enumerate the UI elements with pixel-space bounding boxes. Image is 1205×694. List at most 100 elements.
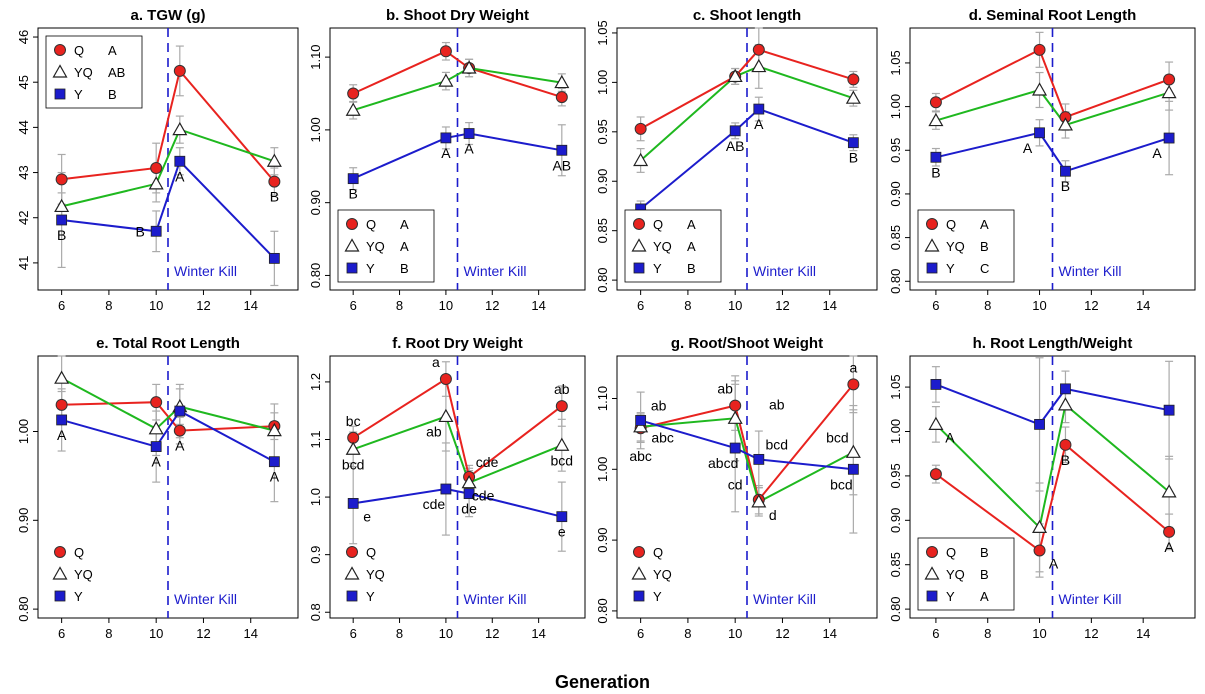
data-point-yq — [727, 68, 743, 83]
significance-letter: A — [1164, 539, 1174, 555]
winter-kill-label: Winter Kill — [464, 263, 527, 279]
y-tick-label: 0.95 — [595, 119, 610, 144]
legend-label: Y — [74, 87, 83, 102]
legend-marker-yq — [344, 238, 360, 252]
x-tick-label: 10 — [1032, 626, 1046, 641]
x-tick-label: 14 — [531, 298, 545, 313]
winter-kill-label: Winter Kill — [174, 263, 237, 279]
data-point-y — [930, 151, 942, 163]
winter-kill-label: Winter Kill — [174, 591, 237, 607]
data-point-y — [174, 405, 186, 417]
series-line-q — [640, 48, 854, 130]
data-point-yq — [554, 74, 570, 89]
y-tick-label: 1.05 — [595, 20, 610, 45]
significance-letter: A — [945, 429, 955, 445]
data-point-q — [173, 64, 186, 77]
x-tick-label: 14 — [531, 626, 545, 641]
x-tick-label: 14 — [1136, 626, 1150, 641]
data-point-y — [847, 463, 859, 475]
data-point-yq — [148, 176, 164, 190]
significance-letter: A — [1152, 145, 1162, 161]
significance-letter: d — [769, 507, 777, 523]
y-tick-label: 46 — [16, 30, 31, 44]
x-tick-label: 12 — [196, 626, 210, 641]
x-tick-label: 6 — [932, 298, 939, 313]
x-tick-label: 14 — [822, 298, 836, 313]
data-point-yq — [845, 444, 861, 458]
data-point-y — [1163, 132, 1175, 144]
significance-letter: A — [1049, 556, 1059, 572]
data-point-y — [930, 379, 942, 390]
legend-group-letter: A — [400, 239, 409, 254]
x-tick-label: 12 — [196, 298, 210, 313]
data-point-q — [150, 162, 163, 175]
x-tick-label: 6 — [932, 626, 939, 641]
panel-e: e. Total Root Length 6 8 10 12 14 0.80 0.90 1.00… — [16, 335, 299, 641]
y-tick-label: 0.85 — [888, 552, 903, 577]
data-point-y — [56, 414, 68, 426]
data-point-q — [1059, 438, 1072, 451]
x-tick-label: 10 — [439, 298, 453, 313]
legend-group-letter: A — [687, 217, 696, 232]
x-tick-label: 12 — [485, 298, 499, 313]
y-tick-label: 0.90 — [595, 527, 610, 552]
significance-letter: ab — [426, 423, 442, 439]
series-line-y — [352, 132, 562, 180]
y-tick-label: 1.00 — [595, 457, 610, 482]
x-tick-label: 6 — [637, 626, 644, 641]
data-point-yq — [1161, 84, 1177, 99]
significance-letter: A — [441, 145, 451, 161]
data-point-y — [556, 144, 568, 156]
y-tick-label: 0.8 — [308, 603, 323, 621]
winter-kill-label: Winter Kill — [464, 591, 527, 607]
data-point-yq — [633, 152, 649, 167]
x-tick-label: 10 — [439, 626, 453, 641]
series-line-y — [353, 487, 563, 518]
legend-marker-yq — [924, 238, 940, 252]
y-tick-label: 0.90 — [308, 190, 323, 215]
legend-label: YQ — [653, 239, 672, 254]
legend: Q A YQ A Y B — [337, 209, 435, 283]
significance-letter: de — [461, 501, 477, 517]
y-tick-label: 0.95 — [888, 463, 903, 488]
legend: Q A YQ A Y B — [624, 209, 722, 283]
significance-letter: bcd — [342, 456, 365, 472]
x-tick-label: 6 — [350, 298, 357, 313]
legend-label: Q — [74, 43, 84, 58]
x-tick-label: 10 — [728, 298, 742, 313]
legend-label: Y — [653, 589, 662, 604]
x-tick-label: 12 — [1084, 298, 1098, 313]
legend-group-letter: A — [980, 217, 989, 232]
significance-letter: bcd — [830, 476, 853, 492]
data-point-q — [555, 400, 568, 413]
data-point-q — [555, 91, 568, 104]
data-point-yq — [266, 422, 282, 437]
legend-marker-y — [346, 262, 358, 274]
winter-kill-label: Winter Kill — [753, 591, 816, 607]
significance-letter: ab — [717, 381, 733, 397]
y-tick-label: 1.00 — [595, 70, 610, 95]
y-tick-label: 0.95 — [888, 138, 903, 163]
legend-marker-q — [54, 44, 66, 56]
legend-label: YQ — [946, 239, 965, 254]
significance-letter: B — [136, 223, 145, 239]
series-line-yq — [352, 415, 563, 485]
y-tick-label: 41 — [16, 256, 31, 270]
data-point-y — [174, 155, 186, 167]
panel-title: h. Root Length/Weight — [973, 335, 1133, 352]
significance-letter: bcd — [826, 429, 849, 445]
legend-marker-yq — [52, 566, 68, 580]
legend-marker-y — [926, 590, 938, 602]
legend: Q YQ Y — [631, 545, 672, 604]
data-point-y — [753, 453, 765, 465]
data-point-q — [847, 73, 860, 86]
panel-g: g. Root/Shoot Weight 6 8 10 12 14 0.80 0.90 1.00… — [595, 335, 878, 641]
legend-marker-q — [54, 546, 66, 558]
panel-a: a. TGW (g) 6 8 10 12 14 41 42 43 44 45 46 Winter Kil… — [16, 7, 299, 313]
series-line-yq — [640, 417, 854, 504]
legend-label: Y — [946, 261, 955, 276]
data-point-y — [847, 137, 859, 149]
x-tick-label: 6 — [350, 626, 357, 641]
legend-label: YQ — [946, 567, 965, 582]
x-tick-label: 12 — [485, 626, 499, 641]
